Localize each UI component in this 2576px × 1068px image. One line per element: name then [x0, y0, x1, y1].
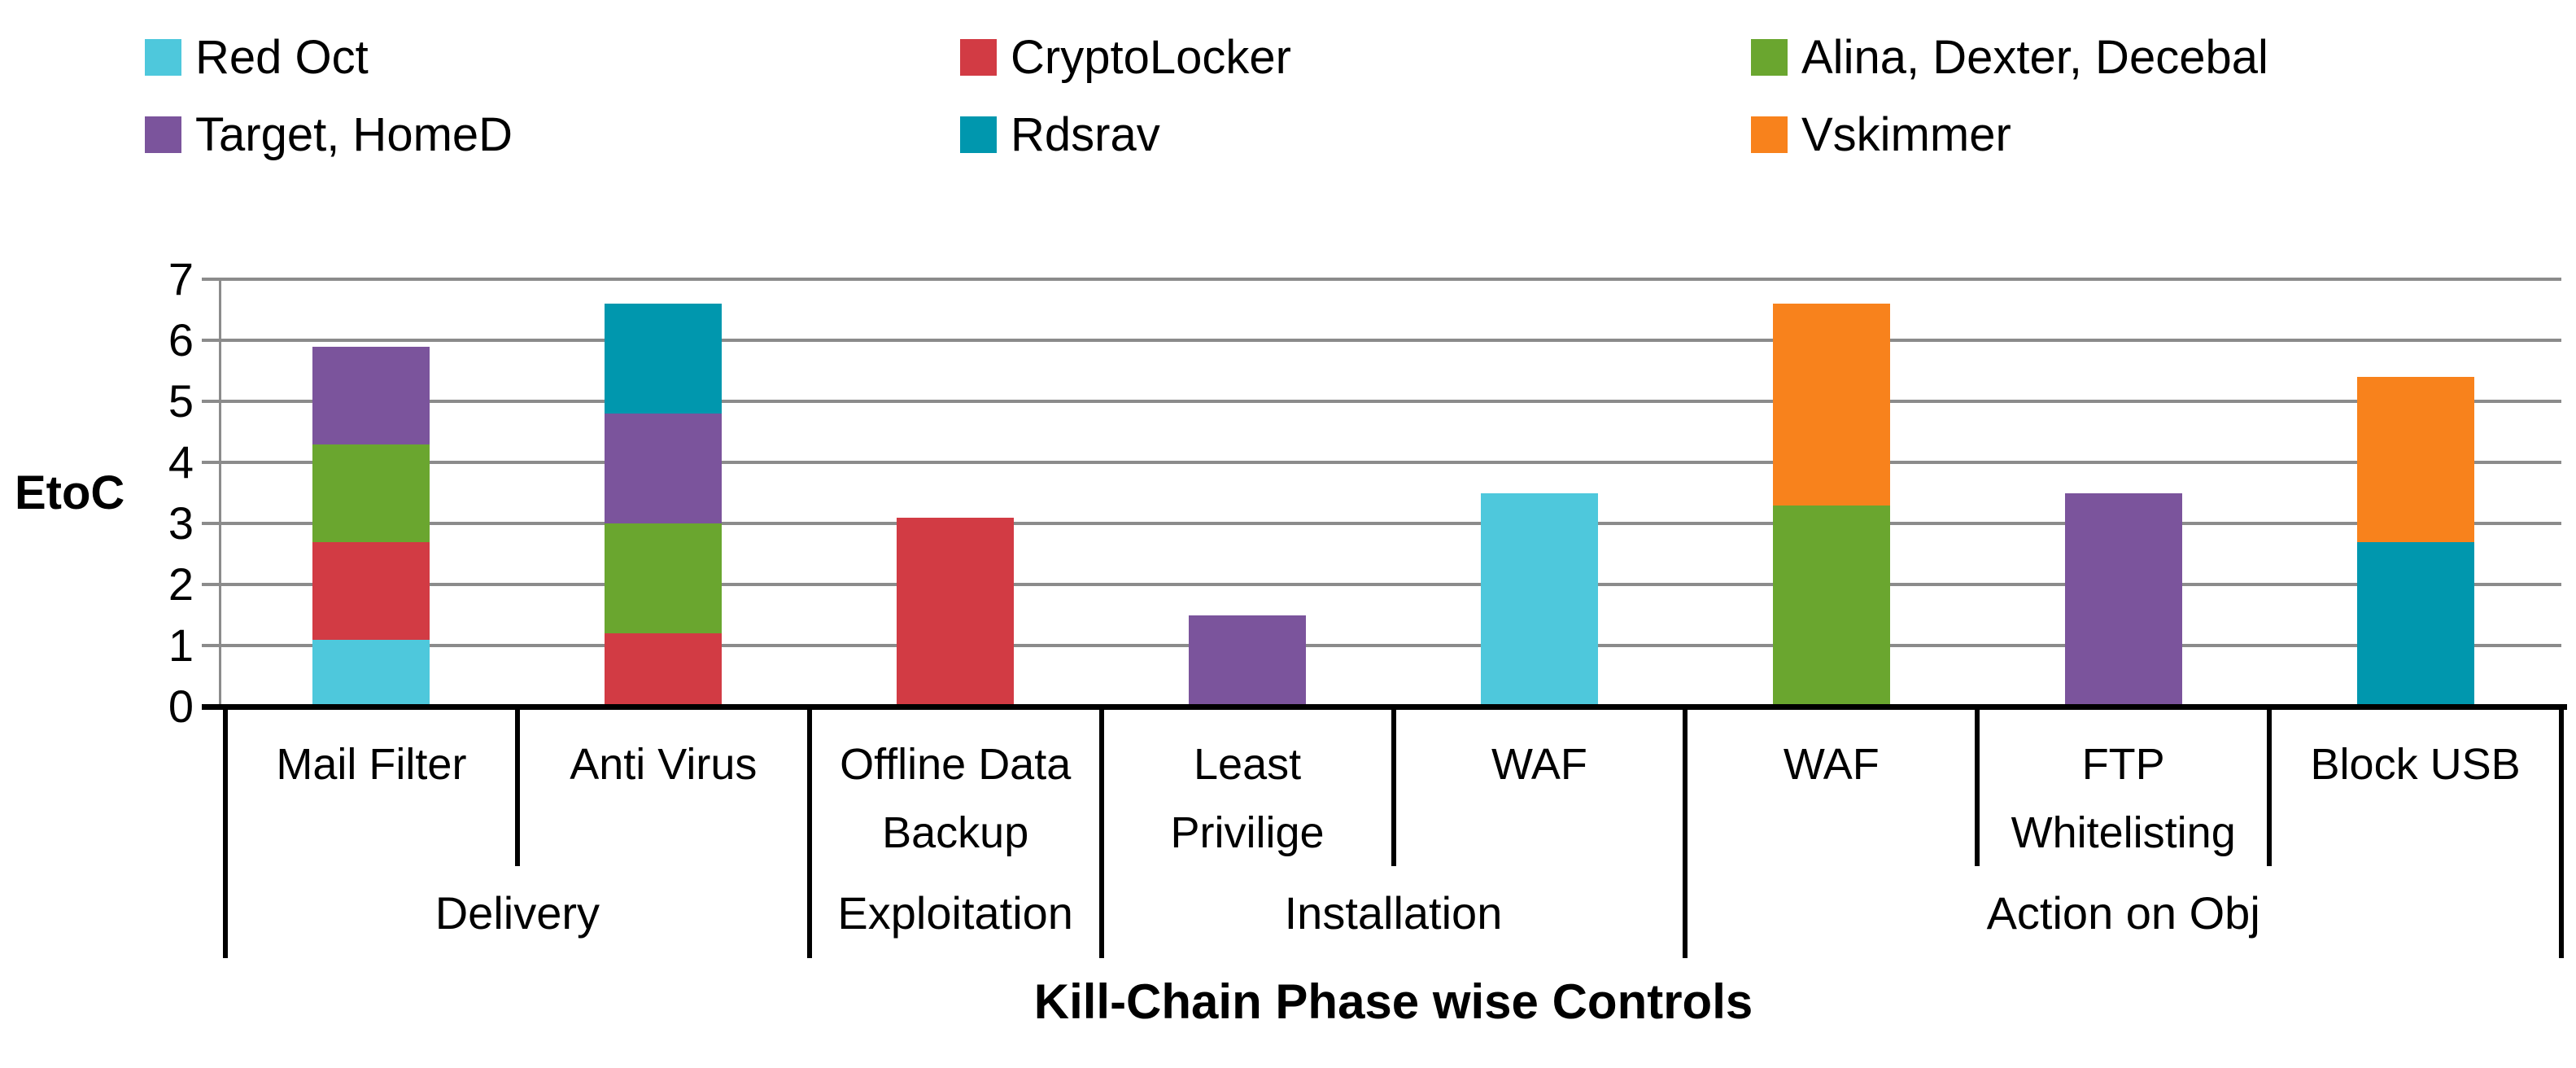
legend-label: Target, HomeD: [195, 108, 513, 161]
y-axis-line: [219, 279, 221, 707]
x-group-label: Delivery: [434, 887, 600, 939]
gridline-y5: [202, 400, 2561, 403]
gridline-y3: [202, 522, 2561, 525]
x-category-label: Offline Data: [840, 740, 1072, 789]
bar-least-privilige-segment[interactable]: [1189, 615, 1307, 707]
y-tick-label: 1: [168, 619, 194, 671]
y-tick-label: 5: [168, 375, 194, 427]
category-separator-line: [2267, 707, 2273, 866]
legend-label: Rdsrav: [1011, 108, 1160, 161]
y-tick-label: 3: [168, 497, 194, 549]
category-separator-line: [1975, 707, 1980, 866]
bar-anti-virus-segment[interactable]: [605, 633, 723, 707]
legend-swatch-1-icon: [145, 39, 181, 76]
x-category-label: Anti Virus: [570, 740, 758, 789]
x-group-label: Action on Obj: [1986, 887, 2260, 939]
x-axis-line: [202, 704, 2567, 710]
legend-label: Vskimmer: [1801, 108, 2011, 161]
legend-label: CryptoLocker: [1011, 31, 1291, 84]
bar-anti-virus-segment[interactable]: [605, 414, 723, 523]
x-group-label: Exploitation: [837, 887, 1073, 939]
bar-waf-segment[interactable]: [1480, 492, 1598, 707]
group-separator-line: [2559, 707, 2564, 958]
x-category-label: Backup: [882, 808, 1029, 857]
y-tick-label: 2: [168, 558, 194, 610]
legend-swatch-2-icon: [960, 39, 997, 76]
bar-mail-filter-segment[interactable]: [312, 444, 430, 542]
bar-ftp-whitelisting-segment[interactable]: [2064, 492, 2182, 707]
x-category-label: WAF: [1783, 740, 1880, 789]
legend-swatch-4-icon: [145, 116, 181, 153]
y-tick-label: 7: [168, 253, 194, 304]
category-separator-line: [514, 707, 520, 866]
x-category-label: Privilige: [1170, 808, 1325, 857]
x-category-label: Whitelisting: [2011, 808, 2236, 857]
bar-block-usb-segment[interactable]: [2356, 377, 2474, 542]
x-axis-title: Kill-Chain Phase wise Controls: [1033, 974, 1753, 1029]
bar-block-usb-segment[interactable]: [2356, 541, 2474, 707]
x-category-label: Mail Filter: [276, 740, 467, 789]
y-tick-label: 4: [168, 436, 194, 488]
bar-mail-filter-segment[interactable]: [312, 541, 430, 640]
gridline-y4: [202, 461, 2561, 464]
legend-label: Red Oct: [195, 31, 369, 84]
legend-swatch-3-icon: [1751, 39, 1788, 76]
x-category-label: WAF: [1491, 740, 1587, 789]
gridline-y1: [202, 644, 2561, 647]
bar-anti-virus-segment[interactable]: [605, 523, 723, 633]
x-group-label: Installation: [1284, 887, 1503, 939]
legend-swatch-5-icon: [960, 116, 997, 153]
y-tick-label: 6: [168, 314, 194, 365]
bar-mail-filter-segment[interactable]: [312, 346, 430, 444]
bar-mail-filter-segment[interactable]: [312, 639, 430, 707]
bar-waf-segment[interactable]: [1772, 505, 1890, 707]
bar-waf-segment[interactable]: [1772, 304, 1890, 506]
y-tick-label: 0: [168, 681, 194, 732]
group-separator-line: [1683, 707, 1688, 958]
legend-label: Alina, Dexter, Decebal: [1801, 31, 2268, 84]
x-category-label: Block USB: [2310, 740, 2521, 789]
gridline-y6: [202, 339, 2561, 342]
x-category-label: Least: [1194, 740, 1302, 789]
group-separator-line: [806, 707, 812, 958]
category-separator-line: [1391, 707, 1396, 866]
bar-anti-virus-segment[interactable]: [605, 304, 723, 414]
group-separator-line: [223, 707, 228, 958]
group-separator-line: [1098, 707, 1104, 958]
y-axis-title: EtoC: [15, 466, 125, 519]
gridline-y2: [202, 583, 2561, 586]
gridline-y7: [202, 278, 2561, 281]
legend-swatch-6-icon: [1751, 116, 1788, 153]
x-category-label: FTP: [2081, 740, 2165, 789]
bar-offline-data-backup-segment[interactable]: [897, 517, 1015, 707]
